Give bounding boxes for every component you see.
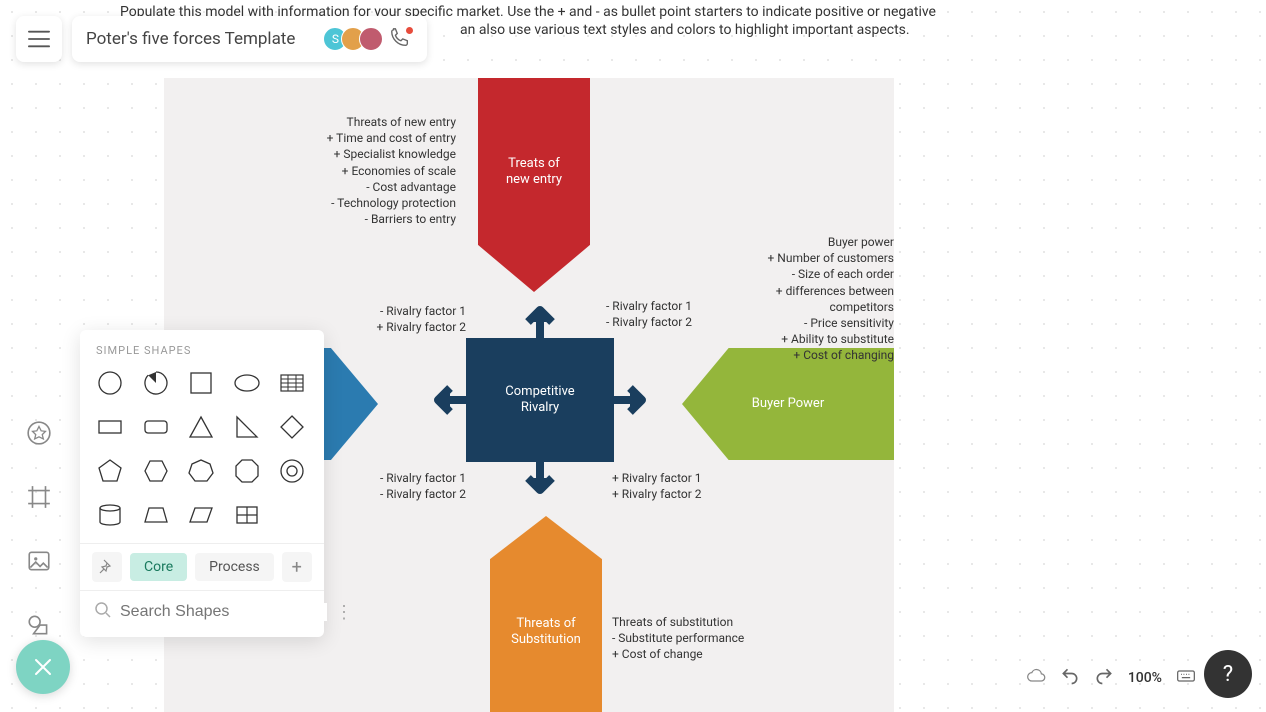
- left-toolbar: [16, 410, 62, 648]
- panel-header: SIMPLE SHAPES: [80, 344, 324, 367]
- image-tool[interactable]: [16, 538, 62, 584]
- shape-pentagon[interactable]: [94, 455, 126, 487]
- shape-heptagon[interactable]: [185, 455, 217, 487]
- tab-process[interactable]: Process: [195, 553, 274, 581]
- shape-ellipse[interactable]: [231, 367, 263, 399]
- arrow-left: [430, 380, 470, 420]
- annot-new-entry: Threats of new entry+ Time and cost of e…: [260, 114, 456, 227]
- shape-table[interactable]: [276, 367, 308, 399]
- shapes-icon: [26, 612, 52, 638]
- hamburger-icon: [28, 30, 50, 48]
- close-panel-button[interactable]: [16, 640, 70, 694]
- zoom-level[interactable]: 100%: [1128, 670, 1162, 686]
- force-rivalry[interactable]: CompetitiveRivalry: [466, 338, 614, 462]
- arrow-down: [520, 458, 560, 498]
- instructions-line-2: an also use various text styles and colo…: [460, 22, 936, 40]
- help-button[interactable]: ?: [1204, 650, 1252, 698]
- tab-core[interactable]: Core: [130, 553, 187, 581]
- shapes-panel: SIMPLE SHAPES Core Process +: [80, 330, 324, 637]
- search-icon: [94, 601, 112, 623]
- title-card: Poter's five forces Template S: [72, 16, 427, 62]
- shape-cylinder[interactable]: [94, 499, 126, 531]
- notification-dot: [406, 27, 413, 34]
- shape-grid: [80, 367, 324, 543]
- force-rivalry-label: CompetitiveRivalry: [466, 384, 614, 417]
- force-buyer-label: Buyer Power: [682, 396, 894, 412]
- search-input[interactable]: [120, 603, 327, 621]
- panel-tabs: Core Process +: [80, 543, 324, 591]
- shape-arc[interactable]: [140, 367, 172, 399]
- shape-right-triangle[interactable]: [231, 411, 263, 443]
- star-shape-icon: [26, 420, 52, 446]
- shape-empty: [276, 499, 308, 531]
- annot-rivalry-br: + Rivalry factor 1+ Rivalry factor 2: [612, 470, 752, 502]
- annot-rivalry-tl: - Rivalry factor 1+ Rivalry factor 2: [346, 303, 466, 335]
- call-button[interactable]: [389, 27, 413, 51]
- view-controls: 100%: [1026, 666, 1196, 690]
- shape-diamond[interactable]: [276, 411, 308, 443]
- close-icon: [33, 657, 53, 677]
- shape-rectangle[interactable]: [94, 411, 126, 443]
- collaborators: S: [323, 27, 413, 51]
- keyboard-button[interactable]: [1176, 666, 1196, 690]
- frame-icon: [26, 484, 52, 510]
- shape-circle[interactable]: [94, 367, 126, 399]
- help-icon: ?: [1223, 662, 1233, 687]
- arrow-right: [610, 380, 650, 420]
- cloud-sync-icon[interactable]: [1026, 666, 1046, 690]
- shape-ring[interactable]: [276, 455, 308, 487]
- more-options-button[interactable]: ⋮: [335, 602, 353, 623]
- add-tab-button[interactable]: +: [282, 552, 312, 582]
- annot-substitution: Threats of substitution- Substitute perf…: [612, 614, 812, 663]
- image-icon: [26, 548, 52, 574]
- redo-button[interactable]: [1094, 666, 1114, 690]
- annot-rivalry-bl: - Rivalry factor 1- Rivalry factor 2: [346, 470, 466, 502]
- force-substitution-label: Threats ofSubstitution: [490, 616, 602, 649]
- shape-octagon[interactable]: [231, 455, 263, 487]
- avatar[interactable]: [359, 27, 383, 51]
- shape-triangle[interactable]: [185, 411, 217, 443]
- shape-rounded-rect[interactable]: [140, 411, 172, 443]
- search-row: ⋮: [80, 591, 324, 627]
- shapes-tool[interactable]: [16, 410, 62, 456]
- undo-button[interactable]: [1060, 666, 1080, 690]
- shape-trapezoid[interactable]: [140, 499, 172, 531]
- document-title[interactable]: Poter's five forces Template: [86, 29, 295, 49]
- shape-square[interactable]: [185, 367, 217, 399]
- pin-button[interactable]: [92, 552, 122, 582]
- shape-grid-2x2[interactable]: [231, 499, 263, 531]
- force-new-entry-label: Treats ofnew entry: [478, 156, 590, 189]
- pin-icon: [99, 559, 115, 575]
- shape-hexagon[interactable]: [140, 455, 172, 487]
- frame-tool[interactable]: [16, 474, 62, 520]
- arrow-up: [520, 302, 560, 342]
- annot-rivalry-tr: - Rivalry factor 1- Rivalry factor 2: [606, 298, 746, 330]
- shape-parallelogram[interactable]: [185, 499, 217, 531]
- menu-button[interactable]: [16, 16, 62, 62]
